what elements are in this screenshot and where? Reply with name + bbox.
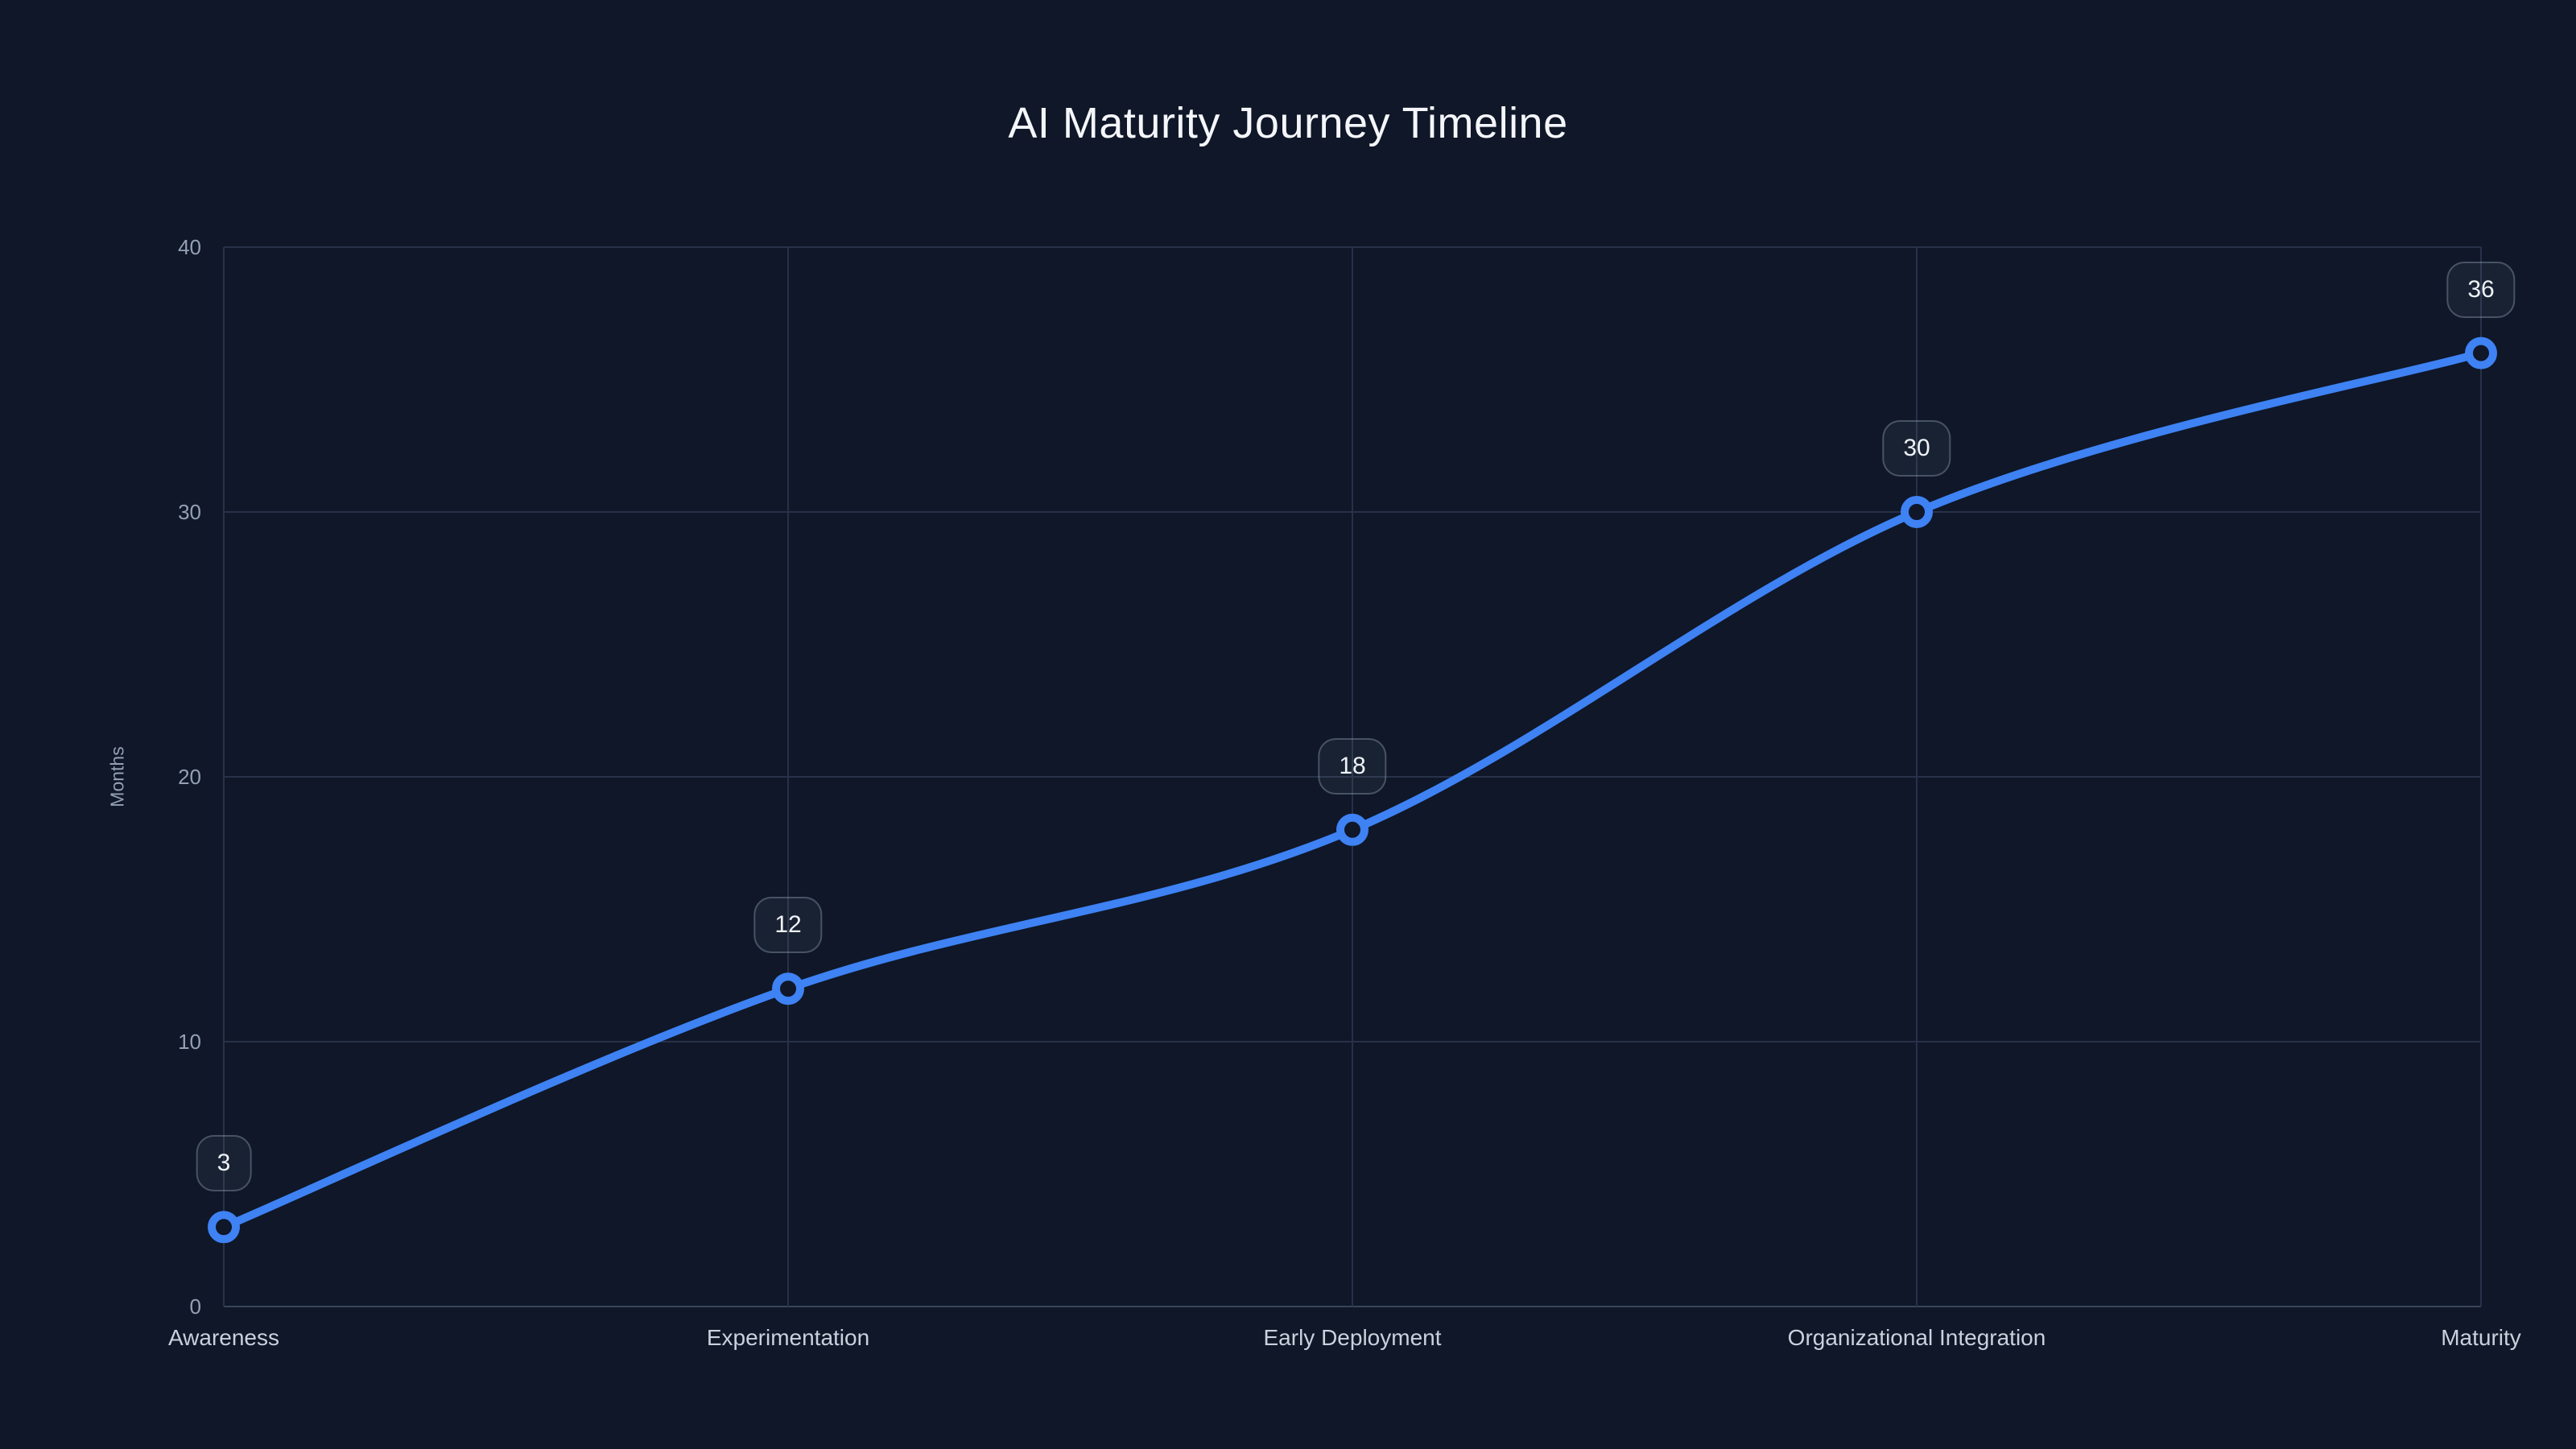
data-point[interactable] bbox=[772, 972, 804, 1005]
point-value-badge: 18 bbox=[1318, 737, 1387, 795]
point-value-badge: 3 bbox=[196, 1135, 252, 1192]
x-axis-label: Awareness bbox=[167, 1325, 280, 1350]
y-tick-label: 40 bbox=[178, 235, 201, 259]
x-axis-label: Experimentation bbox=[706, 1325, 870, 1350]
data-point[interactable] bbox=[1336, 813, 1368, 846]
y-tick-label: 20 bbox=[178, 765, 201, 789]
point-value-badge: 30 bbox=[1882, 420, 1951, 477]
chart-title: AI Maturity Journey Timeline bbox=[1008, 99, 1568, 147]
data-point[interactable] bbox=[1901, 496, 1933, 528]
data-point[interactable] bbox=[2465, 336, 2497, 369]
data-point[interactable] bbox=[208, 1211, 240, 1244]
y-tick-label: 30 bbox=[178, 500, 201, 524]
x-axis-label: Maturity bbox=[2441, 1325, 2521, 1350]
point-value-badge: 12 bbox=[753, 897, 823, 954]
y-tick-label: 10 bbox=[178, 1030, 201, 1054]
x-axis-label: Organizational Integration bbox=[1787, 1325, 2046, 1350]
y-tick-label: 0 bbox=[189, 1294, 201, 1319]
point-value-badge: 36 bbox=[2446, 261, 2516, 318]
x-axis-label: Early Deployment bbox=[1263, 1325, 1442, 1350]
